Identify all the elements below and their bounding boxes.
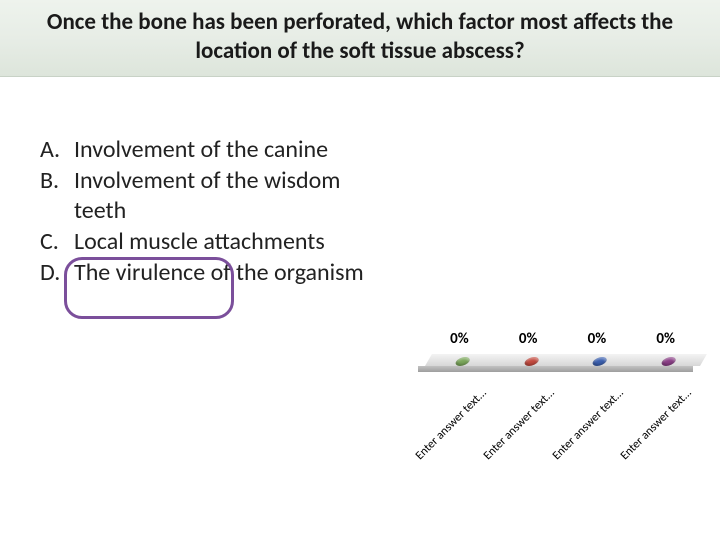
chart-labels: Enter answer text... Enter answer text..… <box>425 378 700 488</box>
chart-value: 0% <box>494 330 563 352</box>
answer-option-b: B. Involvement of the wisdom teeth <box>40 166 375 225</box>
answer-marker: B. <box>40 166 70 195</box>
chart-values-row: 0% 0% 0% 0% <box>425 330 700 352</box>
answer-option-c: C. Local muscle attachments <box>40 227 375 256</box>
chart-value: 0% <box>563 330 632 352</box>
response-chart: 0% 0% 0% 0% Enter answer text... Enter a… <box>425 330 700 505</box>
question-title: Once the bone has been perforated, which… <box>40 8 680 66</box>
answer-text: The virulence of the organism <box>74 258 364 287</box>
chart-base <box>425 354 700 372</box>
marker-dot-icon <box>454 357 472 366</box>
chart-marker <box>563 355 639 367</box>
chart-value: 0% <box>631 330 700 352</box>
answer-marker: A. <box>40 135 70 164</box>
answer-option-d: D. The virulence of the organism <box>40 258 375 287</box>
answer-marker: D. <box>40 258 70 287</box>
chart-marker <box>425 355 501 367</box>
chart-markers <box>425 355 707 367</box>
marker-dot-icon <box>660 357 678 366</box>
answer-option-a: A. Involvement of the canine <box>40 135 375 164</box>
chart-marker <box>631 355 707 367</box>
chart-marker <box>494 355 570 367</box>
chart-value: 0% <box>425 330 494 352</box>
answer-list: A. Involvement of the canine B. Involvem… <box>40 135 375 289</box>
marker-dot-icon <box>522 357 540 366</box>
title-bar: Once the bone has been perforated, which… <box>0 0 720 77</box>
answer-text: Involvement of the wisdom teeth <box>74 166 340 224</box>
marker-dot-icon <box>591 357 609 366</box>
answer-text: Local muscle attachments <box>74 227 325 256</box>
answer-marker: C. <box>40 227 70 256</box>
answer-text: Involvement of the canine <box>74 135 328 164</box>
